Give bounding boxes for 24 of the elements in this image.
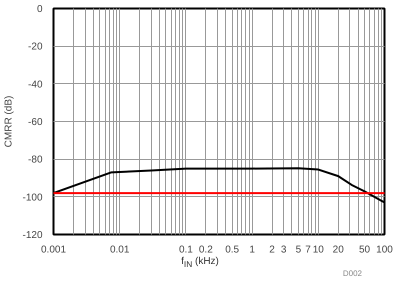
y-tick-label: -100	[22, 192, 43, 204]
x-axis-title: f$_{IN}$ (kHz)	[181, 256, 219, 270]
y-tick-label: -60	[28, 117, 43, 128]
x-tick-label: 50	[359, 244, 371, 256]
y-tick-label: -40	[28, 79, 43, 90]
x-tick-label: 0.01	[110, 244, 130, 256]
text: D002	[342, 269, 362, 278]
x-tick-label: 20	[332, 244, 344, 256]
x-tick-label: 3	[280, 244, 287, 256]
x-tick-label: 10	[312, 244, 324, 256]
x-tick-label: 2	[269, 244, 276, 256]
x-tick-label: 0.5	[225, 244, 240, 256]
x-tick-label: 100	[376, 244, 394, 256]
x-tick-label: 7	[305, 244, 312, 256]
y-tick-label: 0	[36, 4, 43, 15]
x-tick-label: 0.1	[178, 244, 194, 256]
x-tick-label: 0.001	[40, 244, 66, 256]
y-tick-label: -120	[22, 230, 43, 241]
x-tick-label: 0.2	[198, 244, 214, 256]
y-tick-label: -20	[28, 42, 43, 53]
y-axis-title: CMRR (dB)	[3, 96, 14, 148]
x-tick-label: 5	[296, 244, 302, 256]
x-tick-label: 1	[249, 244, 256, 256]
y-tick-label: -80	[28, 154, 43, 166]
